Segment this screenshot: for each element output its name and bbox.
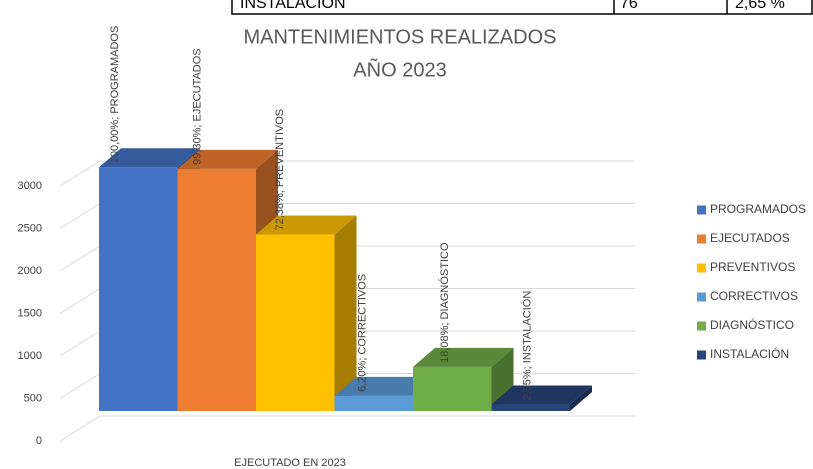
legend-label: DIAGNÓSTICO [710, 317, 794, 332]
y-tick-label: 3000 [18, 180, 42, 192]
chart-title: MANTENIMIENTOS REALIZADOS [243, 26, 556, 48]
bar [177, 168, 256, 411]
data-label: 18,08%; DIAGNÓSTICO [438, 242, 451, 363]
bar-top [413, 347, 514, 367]
y-tick-label: 1500 [18, 307, 42, 319]
data-label: 6,20%; CORRECTIVOS [356, 274, 368, 392]
legend-label: PREVENTIVOS [710, 260, 795, 274]
y-tick-label: 1000 [18, 350, 42, 362]
legend-swatch [697, 205, 706, 215]
bar [99, 167, 178, 411]
bar [413, 366, 492, 411]
table-row-box [231, 0, 813, 15]
legend-swatch [697, 350, 706, 360]
legend-label: INSTALACIÓN [710, 346, 789, 361]
grid-line [59, 415, 635, 442]
data-label: 72,38%; PREVENTIVOS [274, 109, 286, 231]
legend-swatch [697, 292, 706, 302]
legend-swatch [697, 234, 706, 244]
y-tick-label: 0 [36, 435, 42, 447]
legend-swatch [697, 263, 706, 273]
table-cell: INSTALACIÓN [240, 0, 346, 12]
bar-top [334, 376, 435, 396]
x-axis-label: EJECUTADO EN 2023 [234, 457, 346, 469]
legend-label: PROGRAMADOS [710, 202, 806, 216]
table-cell: 2,65 % [735, 0, 785, 12]
data-label: 99,30%; EJECUTADOS [191, 48, 203, 165]
bar-top [99, 148, 200, 168]
bar-side [334, 215, 357, 411]
chart-subtitle: AÑO 2023 [353, 57, 446, 81]
data-label: 2,65%; INSTALACIÓN [520, 291, 533, 401]
y-tick-label: 2000 [18, 265, 42, 277]
bar-top [177, 149, 278, 169]
bar-top [491, 385, 592, 405]
legend-swatch [697, 321, 706, 331]
table-cell: 76 [620, 0, 638, 12]
legend-label: EJECUTADOS [710, 231, 790, 245]
grid-line [59, 160, 635, 187]
bar-top [256, 215, 357, 235]
bar-side [570, 385, 592, 411]
legend-label: CORRECTIVOS [710, 289, 798, 303]
bar [334, 395, 413, 411]
y-tick-label: 500 [24, 392, 42, 404]
bar [491, 404, 570, 411]
data-label: 100,00%; PROGRAMADOS [109, 26, 121, 164]
bar [256, 234, 335, 411]
y-tick-label: 2500 [18, 222, 42, 234]
